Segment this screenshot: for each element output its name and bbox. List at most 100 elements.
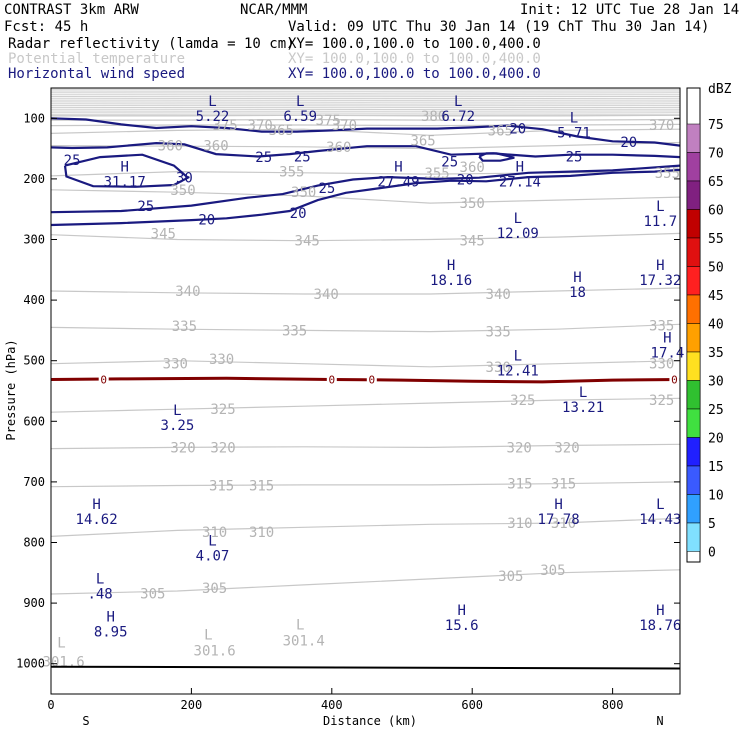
extremum-value: 5.22 (196, 109, 230, 125)
field-name-reflectivity: Radar reflectivity (lamda = 10 cm) (8, 36, 295, 52)
colorbar-swatch (686, 152, 701, 182)
theta-label: 315 (249, 479, 274, 495)
theta-label: 365 (410, 134, 435, 150)
theta-label: 370 (649, 118, 674, 134)
theta-label: 325 (210, 402, 235, 418)
extremum-kind: H (573, 270, 581, 286)
wind-label: 25 (294, 150, 311, 166)
extremum-value: 18.76 (639, 618, 681, 634)
extremum-value: 6.72 (441, 109, 475, 125)
colorbar-swatch (686, 237, 701, 267)
extremum-value: 12.41 (497, 364, 539, 380)
freezing-label: 0 (368, 374, 375, 387)
extremum-value: 13.21 (562, 400, 604, 416)
theta-label: 350 (291, 185, 316, 201)
theta-label: 340 (314, 287, 339, 303)
freezing-label: 0 (671, 374, 678, 387)
extremum-kind: H (663, 331, 671, 347)
theta-label: 330 (486, 360, 511, 376)
extremum-kind: L (570, 111, 578, 127)
colorbar-label: 45 (708, 289, 724, 304)
extremum-kind: H (554, 497, 562, 513)
extremum-value: 27.49 (377, 175, 419, 191)
y-tick-label: 400 (23, 293, 45, 307)
freezing-label: 0 (328, 374, 335, 387)
theta-contour-345 (50, 232, 681, 242)
colorbar-swatch (686, 437, 701, 467)
theta-contour-320 (50, 443, 681, 450)
extremum-kind: H (394, 160, 402, 176)
theta-contour-335 (50, 323, 681, 333)
theta-label: 375 (316, 113, 341, 129)
colorbar-unit: dBZ (708, 82, 732, 97)
colorbar-label: 35 (708, 346, 724, 361)
theta-label: 315 (507, 477, 532, 493)
theta-label: 360 (203, 139, 228, 155)
y-tick-label: 900 (23, 596, 45, 610)
wind-labels: 25 30 25 25 25 20 20 25 25 20 20 20 25 (64, 122, 638, 229)
y-tick-label: 300 (23, 233, 45, 247)
extremum-kind: H (106, 609, 114, 625)
theta-label: 305 (140, 586, 165, 602)
theta-label: 335 (649, 319, 674, 335)
colorbar-label: 70 (708, 147, 724, 162)
theta-contour-360 (50, 141, 681, 150)
theta-contour-375 (51, 118, 681, 121)
colorbar-swatch (686, 123, 701, 153)
colorbar-swatch (686, 522, 701, 552)
theta-label: 340 (175, 284, 200, 300)
theta-label: 335 (282, 323, 307, 339)
wind-contour-20 (50, 117, 681, 147)
extremum-value: 14.62 (76, 512, 118, 528)
theta-label: 310 (202, 525, 227, 541)
forecast-hour: Fcst: 45 h (4, 19, 88, 35)
y-tick-label: 100 (23, 111, 45, 125)
colorbar-swatch (686, 351, 701, 381)
theta-label: 375 (212, 118, 237, 134)
extremum-value: 31.17 (104, 175, 146, 191)
theta-label: 335 (172, 319, 197, 335)
colorbar-label: 75 (708, 118, 724, 133)
theta-label: 325 (510, 393, 535, 409)
theta-label: 345 (151, 226, 176, 242)
theta-contour-340 (50, 287, 681, 295)
extremum-value: 15.6 (445, 618, 479, 634)
extremum-kind: L (656, 497, 664, 513)
model-name: CONTRAST 3km ARW (4, 2, 139, 18)
y-tick-label: 200 (23, 172, 45, 186)
extremum-kind: H (92, 497, 100, 513)
theta-label: 325 (649, 393, 674, 409)
theta-contour-370 (50, 123, 681, 127)
valid-time: Valid: 09 UTC Thu 30 Jan 14 (19 ChT Thu … (288, 19, 709, 35)
y-tick-label: 500 (23, 354, 45, 368)
theta-label: 370 (248, 118, 273, 134)
extremum-value: 6.59 (283, 109, 317, 125)
colorbar-label: 30 (708, 375, 724, 390)
theta-label: 320 (170, 440, 195, 456)
colorbar-label: 55 (708, 232, 724, 247)
theta-label: 350 (170, 183, 195, 199)
extremum-kind: H (447, 258, 455, 274)
colorbar-label: 20 (708, 432, 724, 447)
theta-contour-315 (50, 481, 681, 488)
wind-label: 25 (64, 153, 81, 169)
extremum-kind: L (296, 94, 304, 110)
theta-label: L (204, 628, 212, 644)
colorbar-label: 0 (708, 546, 716, 561)
organization: NCAR/MMM (240, 2, 307, 18)
freezing-label-bg (98, 373, 109, 385)
theta-label: 310 (249, 525, 274, 541)
freezing-label-bg (366, 373, 377, 385)
theta-label: 320 (554, 440, 579, 456)
extremum-kind: H (516, 160, 524, 176)
extremum-kind: L (96, 572, 104, 588)
theta-label: L (296, 617, 304, 633)
extremum-kind: L (656, 199, 664, 215)
wind-label: 25 (255, 150, 272, 166)
y-tick-label: 700 (23, 475, 45, 489)
extremum-kind: L (208, 534, 216, 550)
theta-label: 340 (486, 287, 511, 303)
y-tick-label: 800 (23, 536, 45, 550)
extremum-value: 12.09 (497, 226, 539, 242)
plot-frame (50, 87, 681, 695)
